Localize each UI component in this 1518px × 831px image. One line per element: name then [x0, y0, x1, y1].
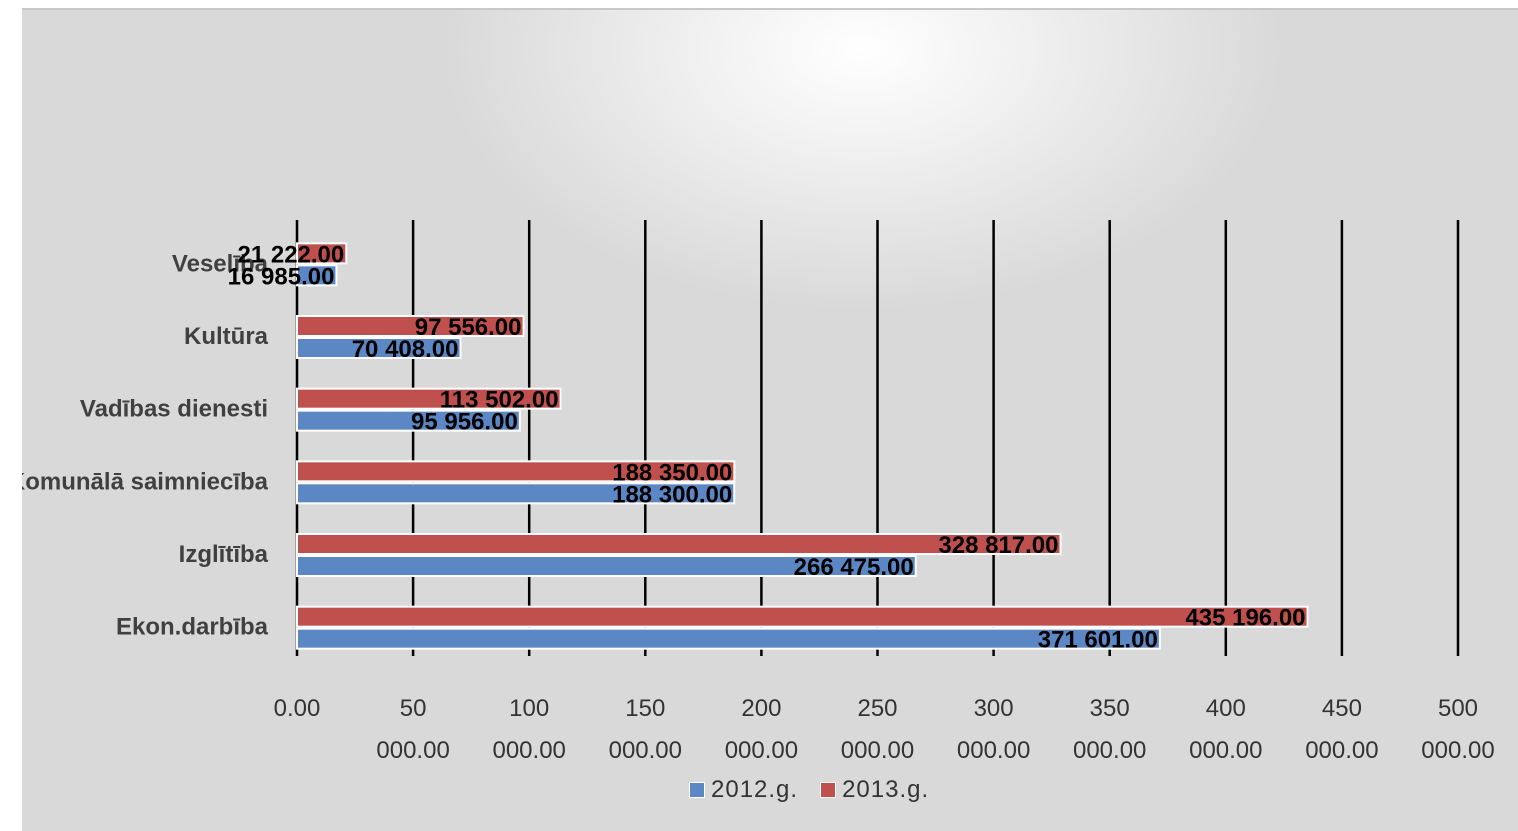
- data-label-2013: 435 196.00: [1185, 605, 1305, 632]
- bar-2013: [296, 315, 525, 337]
- legend-label-2013: 2013.g.: [842, 776, 930, 803]
- data-label-2013: 113 502.00: [440, 387, 559, 414]
- legend-item-2013: 2013.g.: [820, 776, 929, 804]
- data-label-2012: 70 408.00: [352, 336, 459, 363]
- legend-swatch-2012: [689, 782, 705, 798]
- tick-label: 150: [625, 695, 665, 722]
- bar-2013: [296, 533, 1062, 555]
- data-label-2013: 188 350.00: [612, 459, 732, 486]
- category-label: Ekon.darbība: [116, 614, 269, 641]
- data-label-2013: 21 222.00: [237, 241, 344, 268]
- tick-label-line2: 000.00: [376, 737, 449, 764]
- category-label: Kultūra: [184, 323, 269, 350]
- tick-label: 200: [741, 695, 781, 722]
- legend-swatch-2013: [820, 782, 837, 798]
- tick-label: 0.00: [274, 695, 321, 722]
- bar-2012: [296, 555, 917, 577]
- chart-area: Veselība 21 222.00 16 985.00 Kultūra 97 556.…: [22, 8, 1518, 831]
- category-label: Veselība: [172, 250, 269, 277]
- legend-label-2012: 2012.g.: [711, 776, 799, 803]
- data-label-2013: 328 817.00: [938, 532, 1058, 559]
- category-label: Izglītība: [179, 541, 269, 568]
- data-label-2012: 95 956.00: [411, 409, 518, 436]
- tick-label: 250: [857, 695, 897, 722]
- data-label-2013: 97 556.00: [415, 314, 522, 341]
- bar-2012: [296, 409, 521, 432]
- tick-label-line2: 000.00: [957, 737, 1030, 764]
- legend: 2012.g. 2013.g.: [677, 765, 942, 815]
- tick-label: 500: [1438, 695, 1478, 722]
- bar-2013: [296, 460, 736, 483]
- tick-label: 100: [509, 695, 549, 722]
- data-label-2012: 16 985.00: [228, 263, 335, 290]
- tick-label-line2: 000.00: [492, 737, 565, 764]
- bar-2012: [296, 627, 1161, 650]
- tick-label-line2: 000.00: [1073, 737, 1146, 764]
- bar-2013: [296, 605, 1309, 628]
- bar-2012: [296, 264, 338, 287]
- data-label-2012: 371 601.00: [1038, 627, 1158, 654]
- tick-label-line2: 000.00: [1421, 737, 1494, 764]
- tick-label: 50: [400, 695, 427, 722]
- data-label-2012: 266 475.00: [794, 554, 914, 581]
- tick-label-line2: 000.00: [1305, 737, 1378, 764]
- tick-label: 300: [974, 695, 1014, 722]
- bar-2013: [296, 387, 562, 410]
- tick-label-line2: 000.00: [1189, 737, 1262, 764]
- tick-label: 450: [1322, 695, 1362, 722]
- data-label-2012: 188 300.00: [612, 481, 732, 508]
- legend-item-2012: 2012.g.: [689, 776, 798, 804]
- bar-2012: [296, 337, 462, 359]
- tick-label-line2: 000.00: [841, 737, 914, 764]
- bar-2013: [296, 242, 348, 265]
- tick-label: 350: [1090, 695, 1130, 722]
- tick-label-line2: 000.00: [609, 737, 682, 764]
- bar-2012: [296, 482, 736, 505]
- tick-label-line2: 000.00: [725, 737, 798, 764]
- category-label: Vadības dienesti: [80, 396, 268, 423]
- tick-label: 400: [1206, 695, 1246, 722]
- category-label: Komunālā saimniecība: [22, 468, 269, 495]
